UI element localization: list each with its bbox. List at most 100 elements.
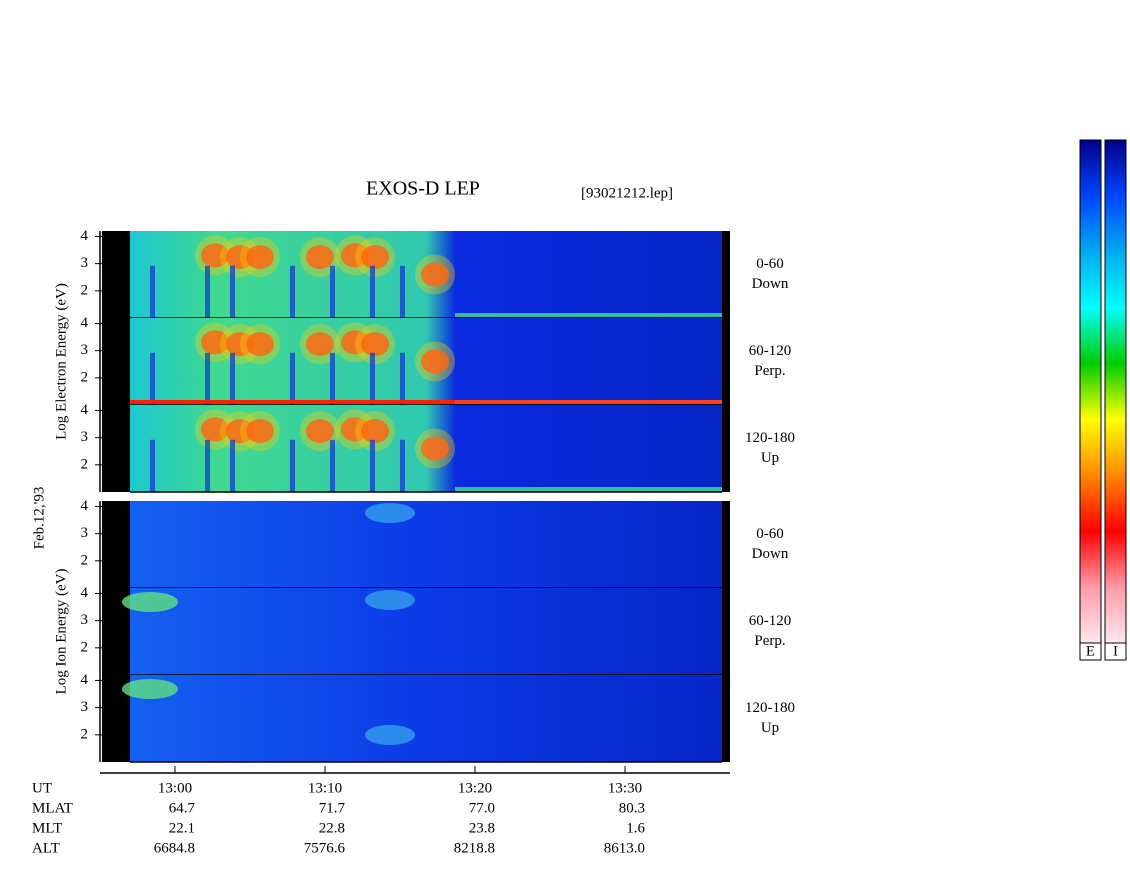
spectrogram-image [421, 436, 449, 461]
spectrogram-image [205, 265, 210, 318]
y-tick-label: 2 [81, 282, 89, 298]
ephemeris-value: 22.8 [319, 820, 345, 836]
panel-angle: 0-60 [756, 526, 784, 542]
spectrogram-image [306, 245, 334, 270]
spectrogram-image [365, 725, 415, 745]
spectrogram-image [201, 243, 229, 268]
panel-direction: Perp. [754, 633, 785, 649]
y-axis-label: Log Ion Energy (eV) [53, 569, 69, 695]
spectrogram-image [330, 265, 335, 318]
x-row-label: UT [32, 780, 52, 796]
spectrogram-image [370, 439, 375, 492]
spectrogram-image [226, 419, 254, 444]
panel-direction: Up [761, 450, 779, 466]
spectrogram-image [130, 501, 722, 588]
panel-angle: 60-120 [749, 613, 792, 629]
file-label: [93021212.lep] [581, 185, 673, 201]
spectrogram-image [290, 352, 295, 405]
ephemeris-value: 8218.8 [454, 840, 495, 856]
data-gap [722, 231, 730, 492]
ephemeris-value: 7576.6 [304, 840, 346, 856]
panel-angle: 120-180 [745, 700, 795, 716]
spectrogram-image [246, 332, 274, 357]
spectrogram-image [150, 265, 155, 318]
spectrogram-image [330, 439, 335, 492]
spectrogram-image [370, 352, 375, 405]
x-tick-label: 13:00 [158, 780, 192, 796]
ephemeris-value: 64.7 [169, 800, 196, 816]
spectrogram-image [455, 487, 722, 491]
spectrogram-image [455, 400, 722, 404]
colorbar-label: E [1086, 643, 1095, 659]
y-tick-label: 4 [81, 498, 89, 514]
panel-angle: 60-120 [749, 343, 792, 359]
colorbar-label-box [1104, 642, 1127, 661]
spectrogram-image [361, 332, 389, 357]
y-tick-label: 2 [81, 552, 89, 568]
spectrogram-image [240, 237, 280, 278]
spectrogram-image [195, 235, 235, 276]
spectrogram-image [415, 428, 455, 469]
colorbar [1079, 139, 1102, 644]
spectrogram-image [415, 341, 455, 382]
ephemeris-value: 23.8 [469, 820, 495, 836]
spectrogram-image [290, 265, 295, 318]
spectrogram-image [122, 592, 178, 612]
spectrogram-image [230, 265, 235, 318]
y-tick-label: 4 [81, 228, 89, 244]
y-tick-label: 3 [81, 342, 89, 358]
spectrogram-image [130, 675, 722, 762]
ephemeris-value: 80.3 [619, 800, 645, 816]
spectrogram-image [130, 588, 722, 675]
spectrogram-image [240, 411, 280, 452]
spectrogram-image [195, 322, 235, 363]
spectrogram-image [400, 352, 405, 405]
y-tick-label: 2 [81, 369, 89, 385]
spectrogram-image [205, 439, 210, 492]
spectrogram-image [370, 265, 375, 318]
y-axis-label: Log Electron Energy (eV) [53, 283, 69, 440]
panel-direction: Down [752, 546, 789, 562]
ephemeris-value: 6684.8 [154, 840, 195, 856]
panel-direction: Up [761, 720, 779, 736]
ephemeris-value: 22.1 [169, 820, 195, 836]
spectrogram-image [421, 262, 449, 287]
y-tick-label: 3 [81, 525, 89, 541]
y-tick-label: 3 [81, 612, 89, 628]
spectrogram-image [150, 352, 155, 405]
y-tick-label: 2 [81, 726, 89, 742]
spectrogram-image [400, 265, 405, 318]
spectrogram-image [415, 254, 455, 295]
ephemeris-label: MLT [32, 820, 62, 836]
x-tick-label: 13:30 [608, 780, 642, 796]
date-label: Feb.12,'93 [31, 487, 47, 550]
spectrogram-image [246, 419, 274, 444]
spectrogram-image [330, 352, 335, 405]
spectrogram-image [400, 439, 405, 492]
spectrogram-image [306, 332, 334, 357]
spectrogram-image [130, 400, 455, 404]
spectrogram-image [290, 439, 295, 492]
y-tick-label: 4 [81, 315, 89, 331]
ephemeris-label: MLAT [32, 800, 73, 816]
ephemeris-value: 8613.0 [604, 840, 645, 856]
spectrogram-image [365, 590, 415, 610]
y-tick-label: 3 [81, 255, 89, 271]
colorbar-label: I [1113, 643, 1118, 659]
data-gap [102, 501, 130, 762]
spectrogram-image [306, 419, 334, 444]
spectrogram-image [455, 313, 722, 317]
ephemeris-value: 1.6 [626, 820, 645, 836]
spectrogram-image [122, 679, 178, 699]
spectrogram-image [421, 349, 449, 374]
data-gap [722, 501, 730, 762]
x-tick-label: 13:10 [308, 780, 342, 796]
y-tick-label: 2 [81, 456, 89, 472]
panel-direction: Down [752, 276, 789, 292]
ephemeris-value: 77.0 [469, 800, 495, 816]
y-tick-label: 4 [81, 585, 89, 601]
spectrogram-image [361, 419, 389, 444]
spectrogram-image [365, 503, 415, 523]
spectrogram-image [150, 439, 155, 492]
